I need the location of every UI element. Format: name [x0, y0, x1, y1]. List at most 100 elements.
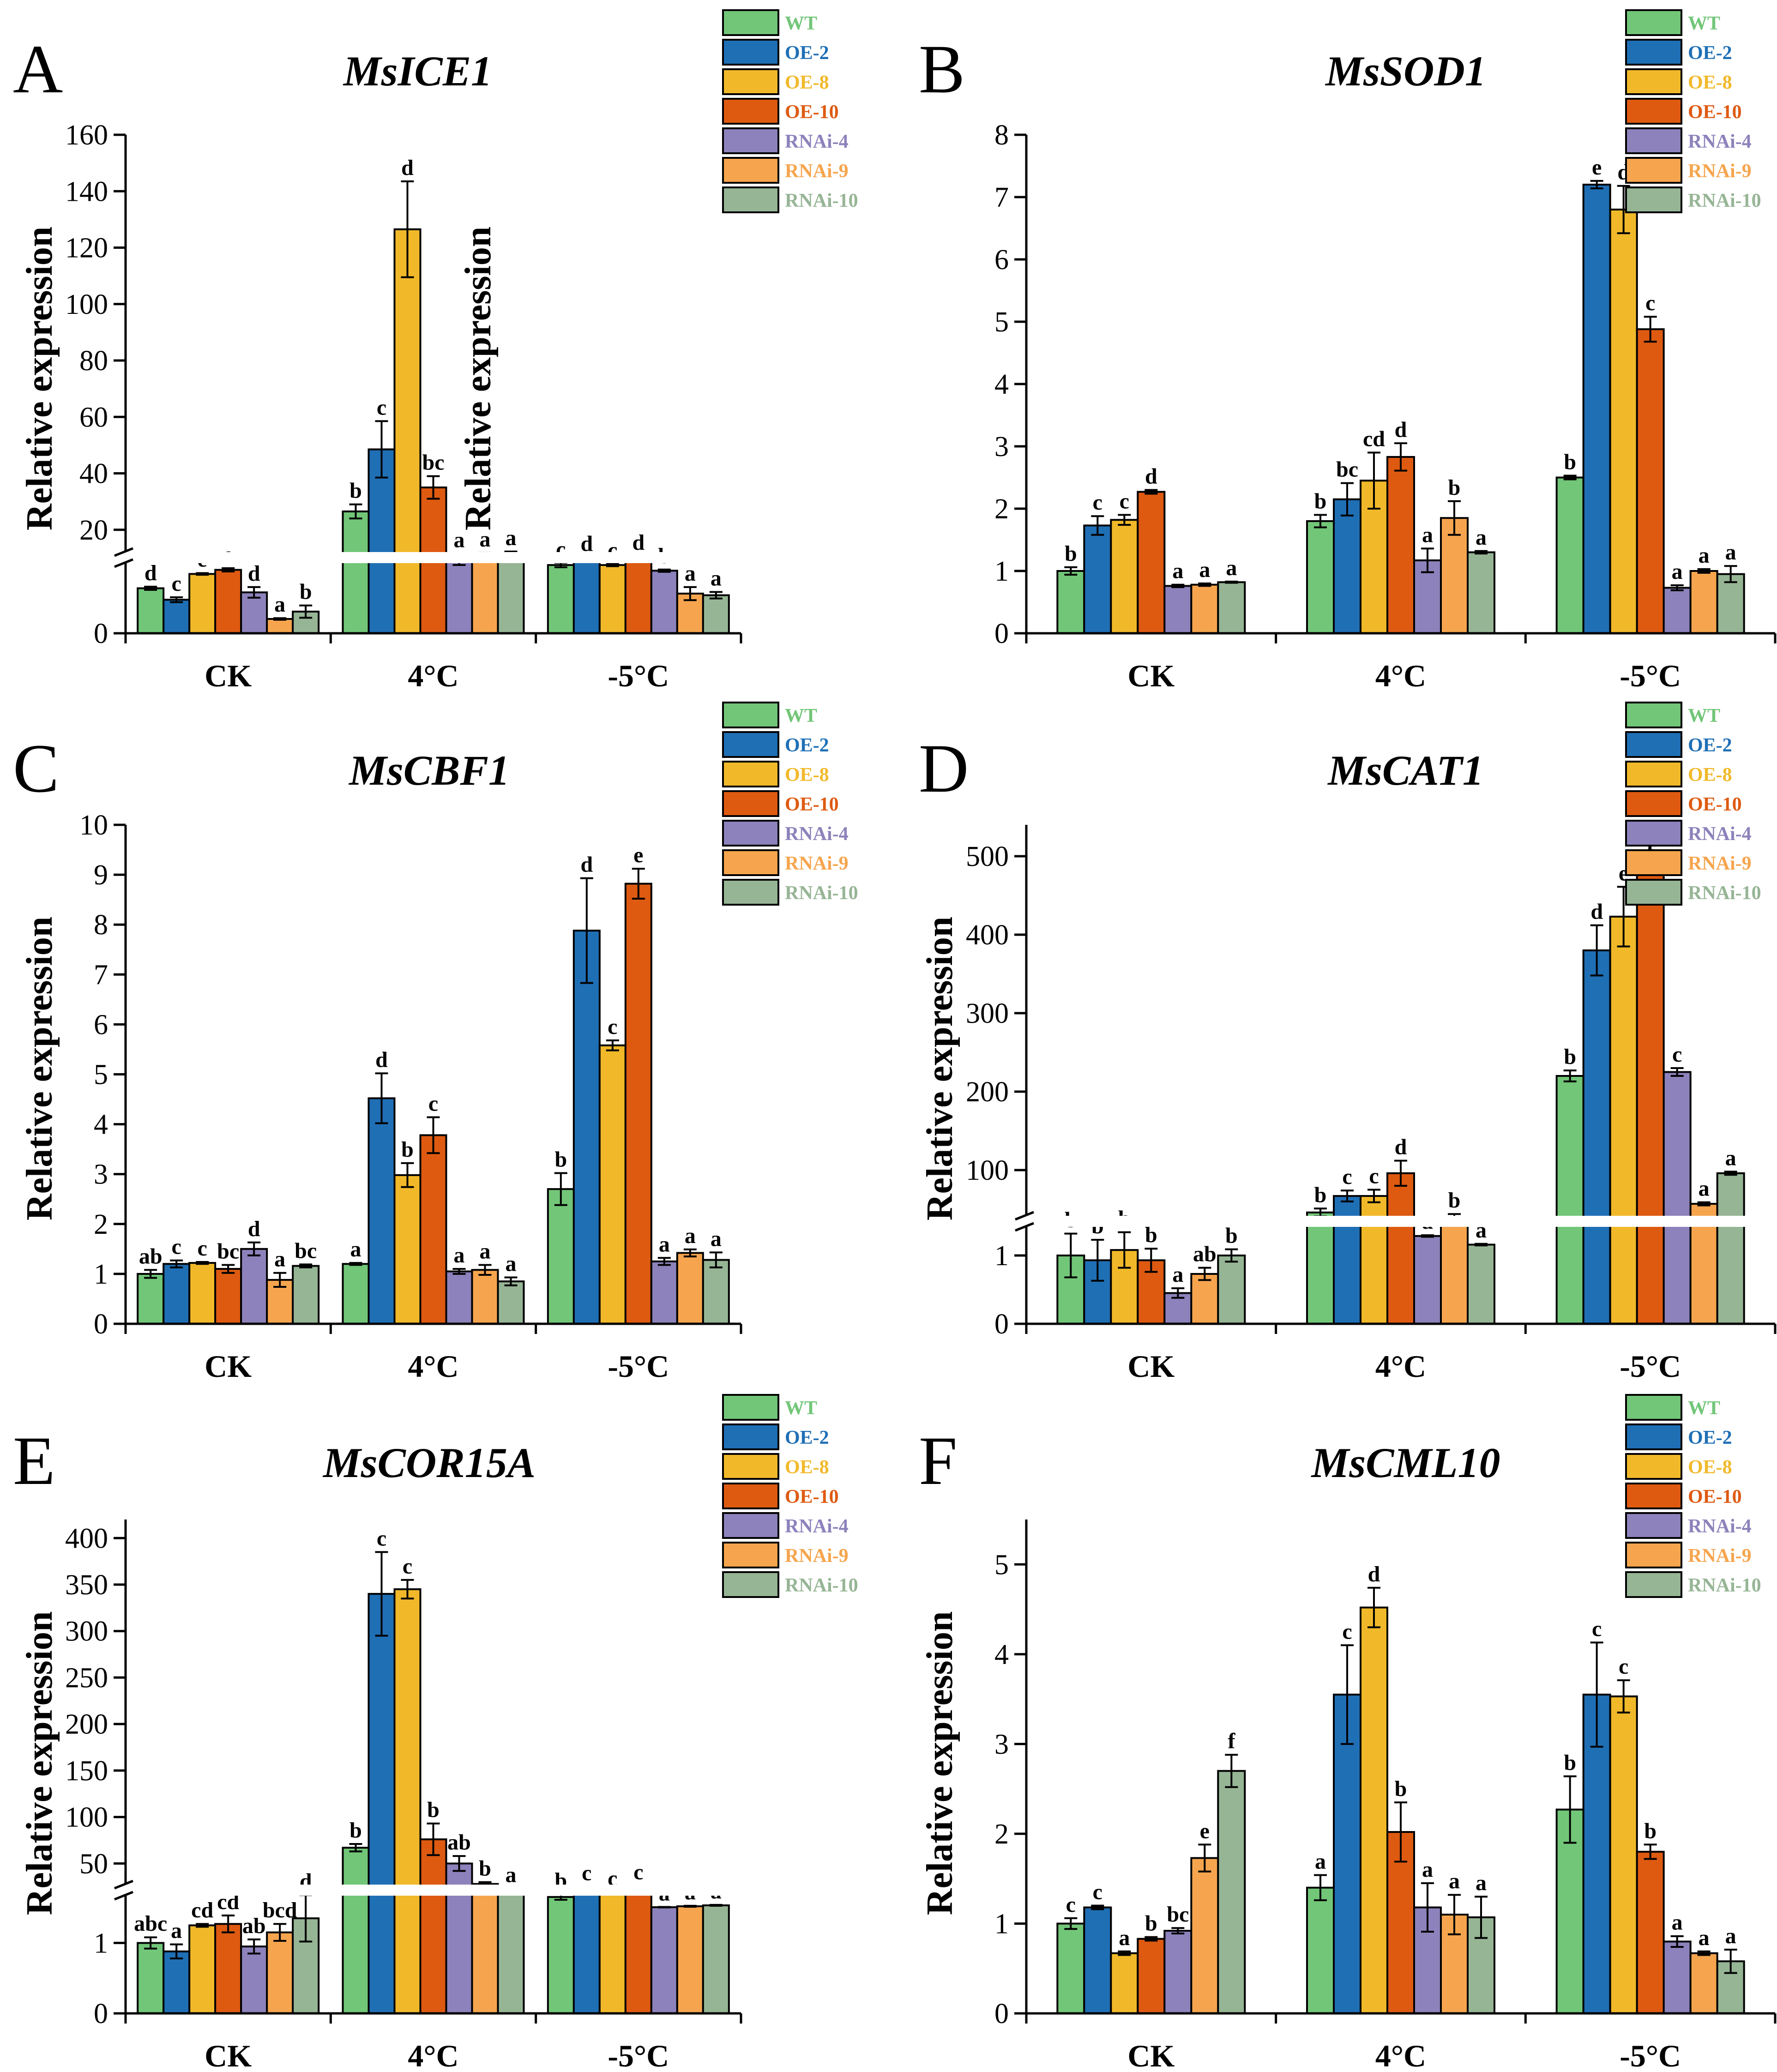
- significance-letter: cd: [191, 1898, 213, 1922]
- legend-label: RNAi-9: [1688, 161, 1752, 182]
- significance-letter: d: [580, 532, 593, 556]
- bar-OE-2-0: [163, 1950, 191, 2015]
- x-category-label: CK: [205, 1349, 252, 1384]
- legend-label: OE-10: [1688, 102, 1742, 123]
- legend-swatch-RNAi-4: [722, 127, 779, 154]
- significance-letter: a: [480, 1239, 491, 1263]
- x-category-label: 4°C: [1375, 658, 1426, 693]
- significance-letter: c: [172, 1235, 181, 1259]
- significance-letter: e: [1200, 1819, 1210, 1843]
- significance-letter: b: [1314, 489, 1327, 514]
- bar-OE-2-0: [1083, 524, 1112, 634]
- y-tick-label: 400: [966, 919, 1009, 951]
- significance-letter: b: [1564, 1045, 1576, 1069]
- legend-label: RNAi-4: [1688, 823, 1752, 845]
- bar-OE-10-0: [214, 1268, 242, 1325]
- bar-WT-2: [1555, 1075, 1584, 1325]
- bar-RNAi-9-0: [266, 618, 294, 635]
- significance-letter: a: [274, 1247, 285, 1272]
- significance-letter: abc: [134, 1911, 167, 1936]
- legend-swatch-RNAi-4: [1625, 820, 1682, 847]
- legend-label: OE-2: [1688, 735, 1732, 756]
- significance-letter: c: [1645, 291, 1655, 315]
- significance-letter: a: [1476, 525, 1487, 550]
- legend-label: OE-8: [785, 764, 829, 786]
- legend-label: OE-8: [1688, 764, 1732, 786]
- bar-WT-1: [1306, 520, 1335, 634]
- legend-swatch-WT: [722, 1394, 779, 1421]
- bar-RNAi-4-1: [1413, 1235, 1442, 1325]
- y-tick-label: 400: [65, 1523, 108, 1554]
- significance-letter: a: [1422, 523, 1433, 547]
- significance-letter: a: [1476, 1871, 1487, 1895]
- y-tick-label: 200: [65, 1709, 108, 1740]
- bar-WT-1: [342, 510, 370, 635]
- legend-swatch-RNAi-4: [1625, 127, 1682, 154]
- x-category-label: CK: [1127, 2038, 1175, 2072]
- bar-OE-10-0: [1137, 1938, 1166, 2015]
- legend-swatch-OE-10: [1625, 98, 1682, 125]
- bar-RNAi-4-2: [650, 570, 678, 634]
- bar-RNAi-9-1: [471, 1269, 499, 1325]
- legend-label: WT: [785, 705, 817, 727]
- x-category-label: -5°C: [608, 1349, 669, 1384]
- x-category-label: -5°C: [608, 2038, 669, 2072]
- bar-OE-2-2: [1582, 949, 1611, 1325]
- y-tick-label: 3: [994, 431, 1009, 462]
- bar-RNAi-4-0: [240, 1248, 268, 1325]
- legend-swatch-RNAi-9: [722, 157, 779, 184]
- x-category-label: 4°C: [408, 658, 458, 693]
- panel-title: MsCAT1: [1327, 747, 1483, 794]
- bar-OE-10-1: [419, 1838, 447, 2015]
- y-tick-label: 3: [94, 1159, 108, 1190]
- y-tick-label: 80: [79, 345, 108, 377]
- legend-label: RNAi-9: [1688, 1545, 1752, 1567]
- axis-break-mark: [114, 547, 133, 557]
- significance-letter: d: [632, 530, 645, 555]
- axis-break-mark: [1015, 1211, 1034, 1221]
- bar-OE-10-0: [1137, 491, 1166, 635]
- significance-letter: b: [1448, 475, 1461, 500]
- bar-OE-8-0: [188, 1924, 217, 2014]
- y-tick-label: 1: [94, 1259, 108, 1290]
- significance-letter: a: [1449, 1869, 1460, 1893]
- significance-letter: a: [1699, 543, 1710, 568]
- panel-title: MsICE1: [343, 48, 492, 95]
- legend-swatch-WT: [1625, 1394, 1682, 1421]
- bar-OE-10-1: [1386, 1172, 1415, 1325]
- bar-OE-8-0: [188, 573, 217, 635]
- bar-OE-8-2: [1609, 915, 1638, 1325]
- legend: WT OE-2 OE-8 OE-10 RNAi-4 RNAi-9 RNAi-10: [722, 9, 858, 213]
- bar-RNAi-4-0: [1163, 585, 1193, 635]
- significance-letter: b: [300, 580, 312, 604]
- legend-label: OE-8: [1688, 1457, 1732, 1478]
- bar-OE-10-2: [1636, 1850, 1665, 2014]
- legend-label: RNAi-10: [785, 883, 858, 904]
- bar-OE-10-2: [624, 1886, 652, 2015]
- bar-OE-8-2: [598, 1044, 626, 1325]
- bar-OE-10-0: [214, 1923, 242, 2015]
- y-tick-label: 0: [94, 1998, 108, 2030]
- bar-WT-0: [137, 1273, 165, 1325]
- axis-break-band: [107, 552, 741, 563]
- y-tick-label: 300: [65, 1616, 108, 1647]
- y-axis-title: Relative expression: [19, 227, 60, 530]
- legend-swatch-RNAi-4: [722, 820, 779, 847]
- legend-swatch-WT: [1625, 702, 1682, 728]
- y-tick-label: 2: [994, 1819, 1009, 1850]
- legend-swatch-OE-8: [722, 761, 779, 787]
- axis-break-band: [1008, 1216, 1775, 1227]
- y-tick-label: 8: [994, 120, 1009, 151]
- bar-WT-0: [137, 587, 165, 634]
- y-tick-label: 0: [994, 1309, 1009, 1340]
- significance-letter: a: [711, 566, 722, 590]
- significance-letter: cd: [1363, 427, 1385, 451]
- significance-letter: d: [1590, 900, 1603, 924]
- legend-swatch-WT: [722, 9, 779, 36]
- axis-break-mark: [114, 1891, 133, 1901]
- bar-RNAi-4-2: [1663, 1071, 1692, 1325]
